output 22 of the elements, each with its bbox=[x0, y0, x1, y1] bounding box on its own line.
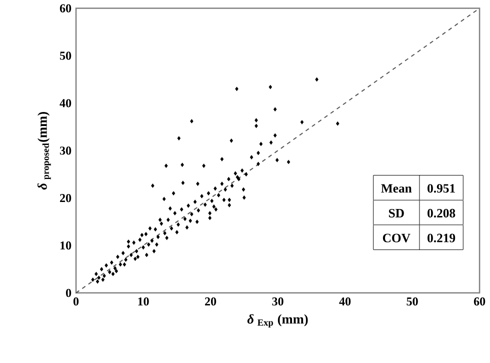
y-axis-title: δ $_{proposed}$(mm) bbox=[37, 112, 51, 190]
y-tick-label: 40 bbox=[60, 99, 72, 108]
annotation: 0.208 bbox=[428, 209, 456, 218]
y-tick-label: 10 bbox=[60, 242, 72, 250]
x-tick-label: 0 bbox=[73, 297, 79, 306]
x-axis-title: δ $_{Exp}$ (mm) bbox=[247, 314, 308, 328]
x-tick-label: 10 bbox=[138, 297, 149, 306]
annotation: SD bbox=[388, 209, 404, 218]
x-tick-label: 40 bbox=[339, 297, 351, 306]
y-tick-label: 20 bbox=[60, 194, 72, 202]
x-tick-label: 60 bbox=[474, 297, 486, 306]
annotation: Mean bbox=[381, 184, 412, 193]
annotation: 0.951 bbox=[428, 184, 455, 193]
annotation: 0.219 bbox=[428, 234, 456, 242]
y-tick-label: 50 bbox=[60, 52, 72, 60]
x-tick-label: 30 bbox=[272, 297, 284, 306]
y-tick-label: 0 bbox=[66, 288, 72, 298]
x-tick-label: 20 bbox=[205, 297, 216, 306]
x-tick-label: 50 bbox=[406, 297, 418, 306]
annotation: COV bbox=[382, 234, 410, 242]
y-tick-label: 60 bbox=[60, 4, 72, 12]
y-tick-label: 30 bbox=[60, 146, 72, 155]
